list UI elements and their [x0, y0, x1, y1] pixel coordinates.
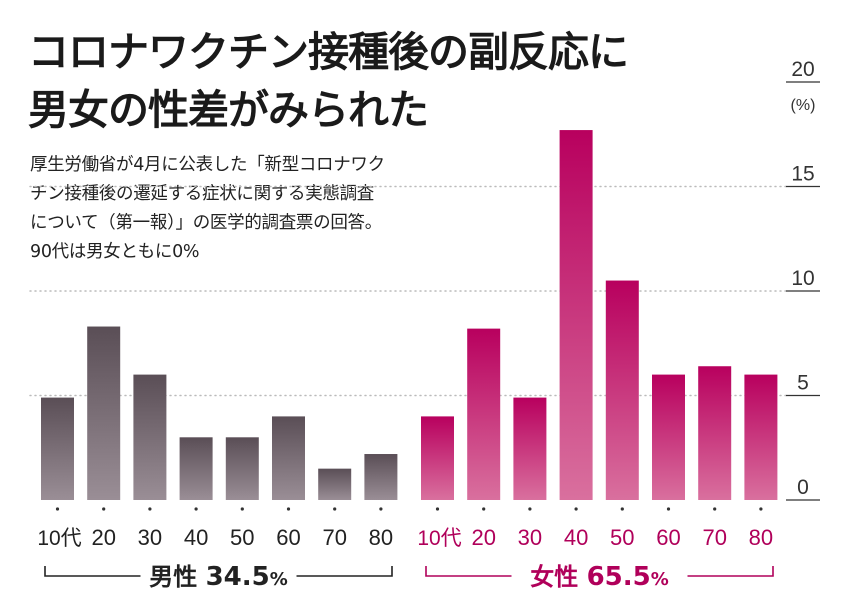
bars [41, 130, 778, 500]
x-tick-dot [240, 507, 244, 511]
bar-male [179, 437, 213, 500]
x-tick-label: 10代 [417, 527, 461, 550]
bar-female [467, 328, 501, 500]
x-tick-label: 70 [322, 525, 346, 550]
bar-male [225, 437, 259, 500]
bar-female [421, 416, 454, 500]
group-label-female: 女性 65.5% [530, 562, 669, 592]
bar-female [513, 397, 547, 500]
x-tick-dot [102, 507, 106, 511]
x-tick-dot [528, 507, 532, 511]
bar-female [559, 130, 593, 500]
x-tick-label: 40 [184, 525, 208, 550]
y-tick-label: 15 [791, 163, 814, 186]
bar-male [41, 397, 74, 500]
x-tick-label: 20 [471, 525, 495, 550]
x-tick-label: 40 [564, 525, 588, 550]
x-tick-dot [620, 507, 624, 511]
x-tick-dot [148, 507, 152, 511]
bar-female [698, 366, 732, 500]
bar-male [87, 326, 121, 500]
bar-female [744, 374, 778, 500]
x-tick-label: 10代 [37, 527, 81, 550]
x-tick-label: 70 [702, 525, 726, 550]
x-tick-dot [194, 507, 198, 511]
x-tick-label: 80 [749, 525, 773, 550]
x-tick-dot [435, 507, 440, 511]
y-tick-label: 20 [791, 58, 814, 81]
x-tick-dot [759, 507, 763, 511]
x-tick-dot [379, 507, 383, 511]
x-tick-label: 50 [230, 525, 254, 550]
group-bracket [425, 566, 512, 577]
y-axis-unit: (%) [791, 97, 816, 114]
bar-male [364, 454, 398, 500]
x-tick-label: 50 [610, 525, 634, 550]
x-tick-dot [55, 507, 60, 511]
x-tick-dot [286, 507, 291, 511]
x-tick-label: 30 [138, 525, 162, 550]
group-bracket [44, 566, 141, 577]
subtitle-line-2: チン接種後の遷延する症状に関する実態調査 [30, 184, 374, 204]
x-tick-label: 60 [656, 525, 680, 550]
x-tick-label: 60 [276, 525, 300, 550]
bar-male [133, 374, 167, 500]
bar-male [272, 416, 305, 500]
bar-female [605, 280, 639, 500]
subtitle-line-1: 厚生労働省が4月に公表した「新型コロナワク [30, 155, 385, 175]
bar-female [652, 374, 685, 500]
y-tick-label: 10 [791, 267, 814, 290]
x-tick-label: 20 [91, 525, 115, 550]
grid-lines [29, 185, 791, 397]
chart-title-line-1: コロナワクチン接種後の副反応に [28, 28, 629, 76]
x-tick-dot [333, 507, 337, 511]
y-tick-label: 5 [797, 372, 809, 395]
subtitle-line-3: について（第一報）」の医学的調査票の回答。 [30, 213, 382, 233]
group-bracket [296, 566, 393, 577]
group-bracket [687, 566, 774, 577]
x-tick-label: 80 [369, 525, 393, 550]
subtitle-line-4: 90代は男女ともに0% [30, 242, 200, 262]
bar-male [318, 468, 352, 500]
axes: 0 5 10 15 20 (%) 10代 20 30 40 50 60 70 80 10代 20 30 40 50 6… [37, 58, 820, 592]
x-tick-dot [482, 507, 486, 511]
x-tick-label: 30 [518, 525, 542, 550]
group-label-male: 男性 34.5% [149, 562, 288, 592]
x-tick-dot [666, 507, 671, 511]
y-tick-label: 0 [797, 476, 809, 499]
chart-title-line-2: 男女の性差がみられた [28, 86, 429, 134]
x-tick-dot [574, 507, 578, 511]
x-tick-dot [713, 507, 717, 511]
